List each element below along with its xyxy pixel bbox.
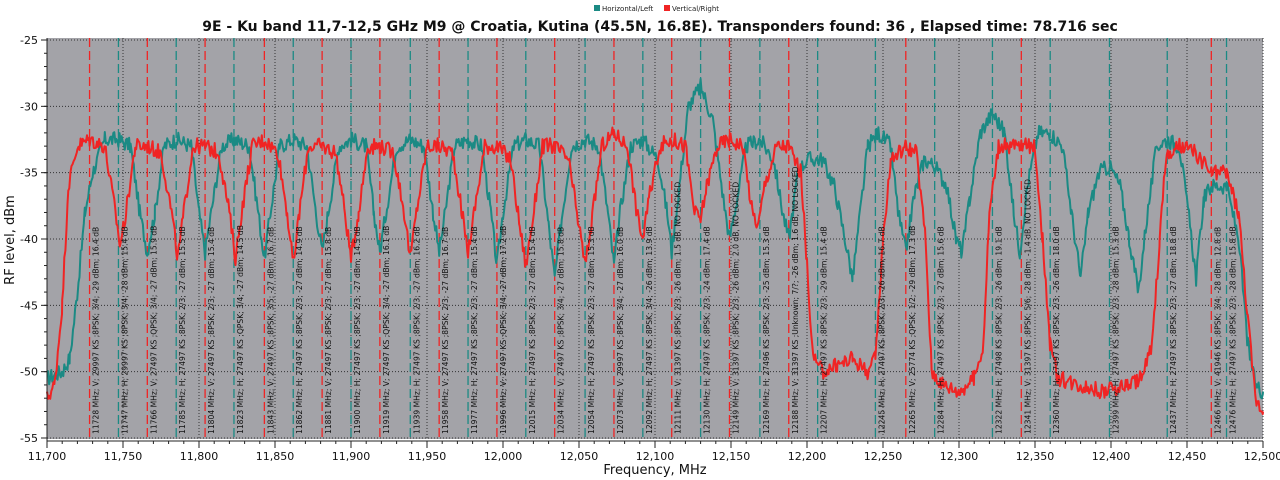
chart-title: 9E - Ku band 11,7-12,5 GHz M9 @ Croatia,… [202, 19, 1118, 35]
transponder-label-12207: 12207 MHz; H; 27497 KS ;8PSK; 2/3; -29 d… [820, 226, 829, 434]
x-axis-label: Frequency, MHz [603, 463, 706, 478]
transponder-label-11919: 11919 MHz; V; 27497 KS ;QPSK; 3/4; -27 d… [382, 226, 391, 434]
transponder-label-11804: 11804 MHz; V; 27497 KS ;8PSK; 2/3; -27 d… [207, 227, 216, 434]
transponder-label-11823: 11823 MHz; H; 27497 KS ;QPSK; 3/4; -27 d… [236, 225, 245, 434]
y-tick-label: -35 [20, 167, 38, 180]
vertical-trace [46, 126, 1264, 415]
transponder-label-12360: 12360 MHz; H; 27497 KS ;8PSK; 2/3; -26 d… [1052, 226, 1061, 434]
transponder-label-11977: 11977 MHz; H; 27497 KS ;8PSK; 2/3; -27 d… [470, 226, 479, 434]
y-tick-label: -45 [20, 299, 38, 312]
x-tick-label: 12,250 [864, 450, 903, 463]
transponder-label-11766: 11766 MHz; V; 27497 KS ;QPSK; 3/4; -27 d… [149, 226, 158, 434]
x-tick-label: 12,150 [712, 450, 751, 463]
x-tick-label: 12,000 [484, 450, 523, 463]
traces [46, 77, 1264, 415]
transponder-label-11939: 11939 MHz; H; 27497 KS ;8PSK; 2/3; -27 d… [412, 226, 421, 434]
transponder-label-12092: 12092 MHz; H; 27497 KS ;8PSK; 3/4; -26 d… [645, 226, 654, 434]
transponder-label-11996: 11996 MHz; V; 27497 KS ;QPSK; 3/4; -27 d… [499, 226, 508, 434]
transponder-label-12476: 12476 MHz; H; 27497 KS ;8PSK; 2/3; -28 d… [1229, 226, 1238, 434]
transponder-label-11900: 11900 MHz; H; 27497 KS ;8PSK; 2/3; -27 d… [353, 226, 362, 434]
y-tick-label: -25 [20, 34, 38, 47]
transponder-label-11881: 11881 MHz; V; 27497 KS ;8PSK; 2/3; -27 d… [324, 227, 333, 434]
transponder-label-12054: 12054 MHz; H; 27497 KS ;8PSK; 2/3; -27 d… [587, 226, 596, 434]
transponder-label-12034: 12034 MHz; V; 27497 KS ;8PSK; 3/4; -27 d… [557, 227, 566, 434]
transponder-labels: 11728 MHz; V; 29997 KS ;8PSK; 3/4; -29 d… [92, 166, 1238, 434]
x-tick-label: 12,050 [560, 450, 599, 463]
x-tick-label: 11,800 [180, 450, 219, 463]
transponder-label-12169: 12169 MHz; H; 27496 KS ;8PSK; 2/3; -25 d… [762, 226, 771, 434]
transponder-label-12188: 12188 MHz; V; 31397 KS ;Unknown; 7/?; -2… [791, 166, 800, 434]
x-tick-label: 11,750 [104, 450, 143, 463]
y-tick-label: -30 [20, 100, 38, 113]
legend-label-vertical: Vertical/Right [672, 5, 719, 13]
transponder-label-12437: 12437 MHz; H; 27497 KS ;8PSK; 2/3; -27 d… [1169, 226, 1178, 434]
x-tick-label: 11,900 [332, 450, 371, 463]
transponder-label-11862: 11862 MHz; H; 27497 KS ;8PSK; 2/3; -27 d… [295, 226, 304, 434]
transponder-label-12322: 12322 MHz; H; 27498 KS ;8PSK; 2/3; -26 d… [994, 226, 1003, 434]
y-tick-label: -50 [20, 366, 38, 379]
transponder-label-12284: 12284 MHz; H; 27497 KS ;8PSK; 2/3; -27 d… [937, 226, 946, 434]
transponder-label-12341: 12341 MHz; V; 31397 KS ;8PSK; 5/6; -28 d… [1023, 179, 1032, 434]
x-tick-label: 11,850 [256, 450, 295, 463]
y-tick-label: -40 [20, 233, 38, 246]
legend-swatch-horizontal [594, 5, 600, 11]
x-tick-label: 12,400 [1092, 450, 1131, 463]
x-tick-label: 11,700 [28, 450, 67, 463]
x-tick-label: 12,500 [1244, 450, 1280, 463]
x-tick-label: 12,350 [1016, 450, 1055, 463]
x-tick-label: 12,450 [1168, 450, 1207, 463]
transponder-label-11843: 11843 MHz; V; 27497 KS ;8PSK; 3/5; -27 d… [266, 227, 275, 434]
transponder-label-12073: 12073 MHz; V; 29997 KS ;8PSK; 3/4; -27 d… [616, 227, 625, 434]
transponder-label-11958: 11958 MHz; V; 27497 KS ;8PSK; 2/3; -27 d… [441, 227, 450, 434]
y-tick-label: -55 [20, 432, 38, 445]
x-tick-label: 12,100 [636, 450, 675, 463]
transponder-label-11747: 11747 MHz; H; 29997 KS ;8PSK; 3/4; -28 d… [120, 226, 129, 434]
legend: Horizontal/Left Vertical/Right [594, 5, 719, 13]
legend-swatch-vertical [664, 5, 670, 11]
y-axis-label: RF level, dBm [3, 195, 18, 285]
transponder-label-11785: 11785 MHz; H; 27497 KS ;8PSK; 2/3; -27 d… [178, 226, 187, 434]
transponder-label-12149: 12149 MHz; V; 31397 KS ;8PSK; 2/3; -26 d… [731, 182, 740, 434]
transponder-label-12466: 12466 MHz; V; 41946 KS ;8PSK; 3/4; -28 d… [1213, 227, 1222, 434]
transponder-label-12015: 12015 MHz; H; 27497 KS ;8PSK; 2/3; -27 d… [528, 226, 537, 434]
transponder-label-12130: 12130 MHz; H; 27497 KS ;8PSK; 2/3; -24 d… [703, 226, 712, 434]
transponder-label-12245: 12245 MHz; H; 27497 KS ;8PSK; 2/3; -26 d… [877, 226, 886, 434]
transponder-label-11728: 11728 MHz; V; 29997 KS ;8PSK; 3/4; -29 d… [92, 227, 101, 434]
transponder-label-12111: 12111 MHz; V; 31397 KS ;8PSK; 2/3; -26 d… [674, 182, 683, 434]
x-tick-label: 12,300 [940, 450, 979, 463]
x-tick-label: 11,950 [408, 450, 447, 463]
x-tick-label: 12,200 [788, 450, 827, 463]
transponder-label-12399: 12399 MHz; H; 27497 KS ;8PSK; 2/3; -28 d… [1111, 226, 1120, 434]
transponder-label-12265: 12265 MHz; V; 25774 KS ;QPSK; 1/2; -29 d… [908, 226, 917, 434]
legend-label-horizontal: Horizontal/Left [602, 5, 654, 13]
axes: -25 -30 -35 -40 -45 -50 -55 11,700 11,750 11,800 1… [20, 34, 1280, 463]
